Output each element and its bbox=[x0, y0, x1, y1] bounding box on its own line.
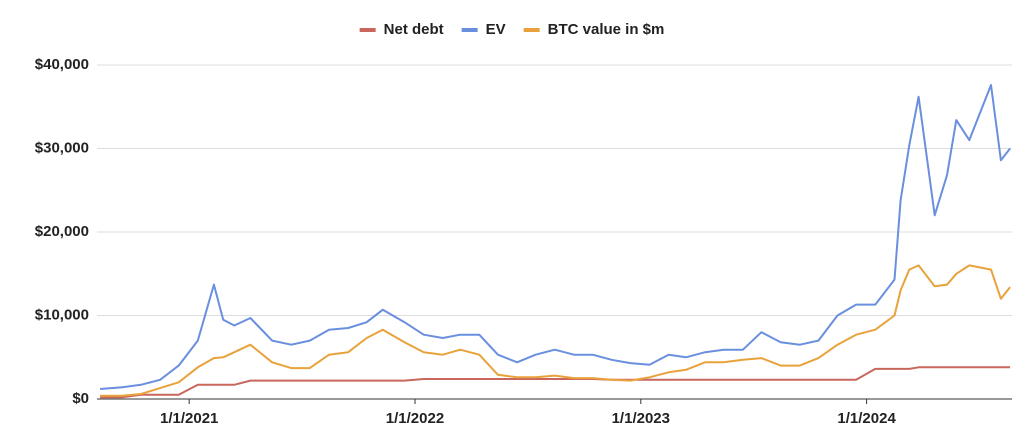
legend-label: Net debt bbox=[384, 21, 444, 38]
series-line bbox=[100, 84, 1011, 390]
series-line bbox=[100, 264, 1011, 397]
y-tick-label: $20,000 bbox=[35, 223, 89, 240]
legend-label: BTC value in $m bbox=[548, 21, 665, 38]
x-tick-label: 1/1/2022 bbox=[386, 410, 444, 427]
y-tick-label: $30,000 bbox=[35, 139, 89, 156]
x-tick-label: 1/1/2023 bbox=[612, 410, 670, 427]
x-tick-label: 1/1/2024 bbox=[837, 410, 896, 427]
legend-label: EV bbox=[486, 21, 506, 38]
x-tick-label: 1/1/2021 bbox=[160, 410, 218, 427]
y-tick-label: $10,000 bbox=[35, 306, 89, 323]
y-tick-label: $40,000 bbox=[35, 56, 89, 73]
series-line bbox=[100, 366, 1011, 399]
y-tick-label: $0 bbox=[72, 390, 89, 407]
